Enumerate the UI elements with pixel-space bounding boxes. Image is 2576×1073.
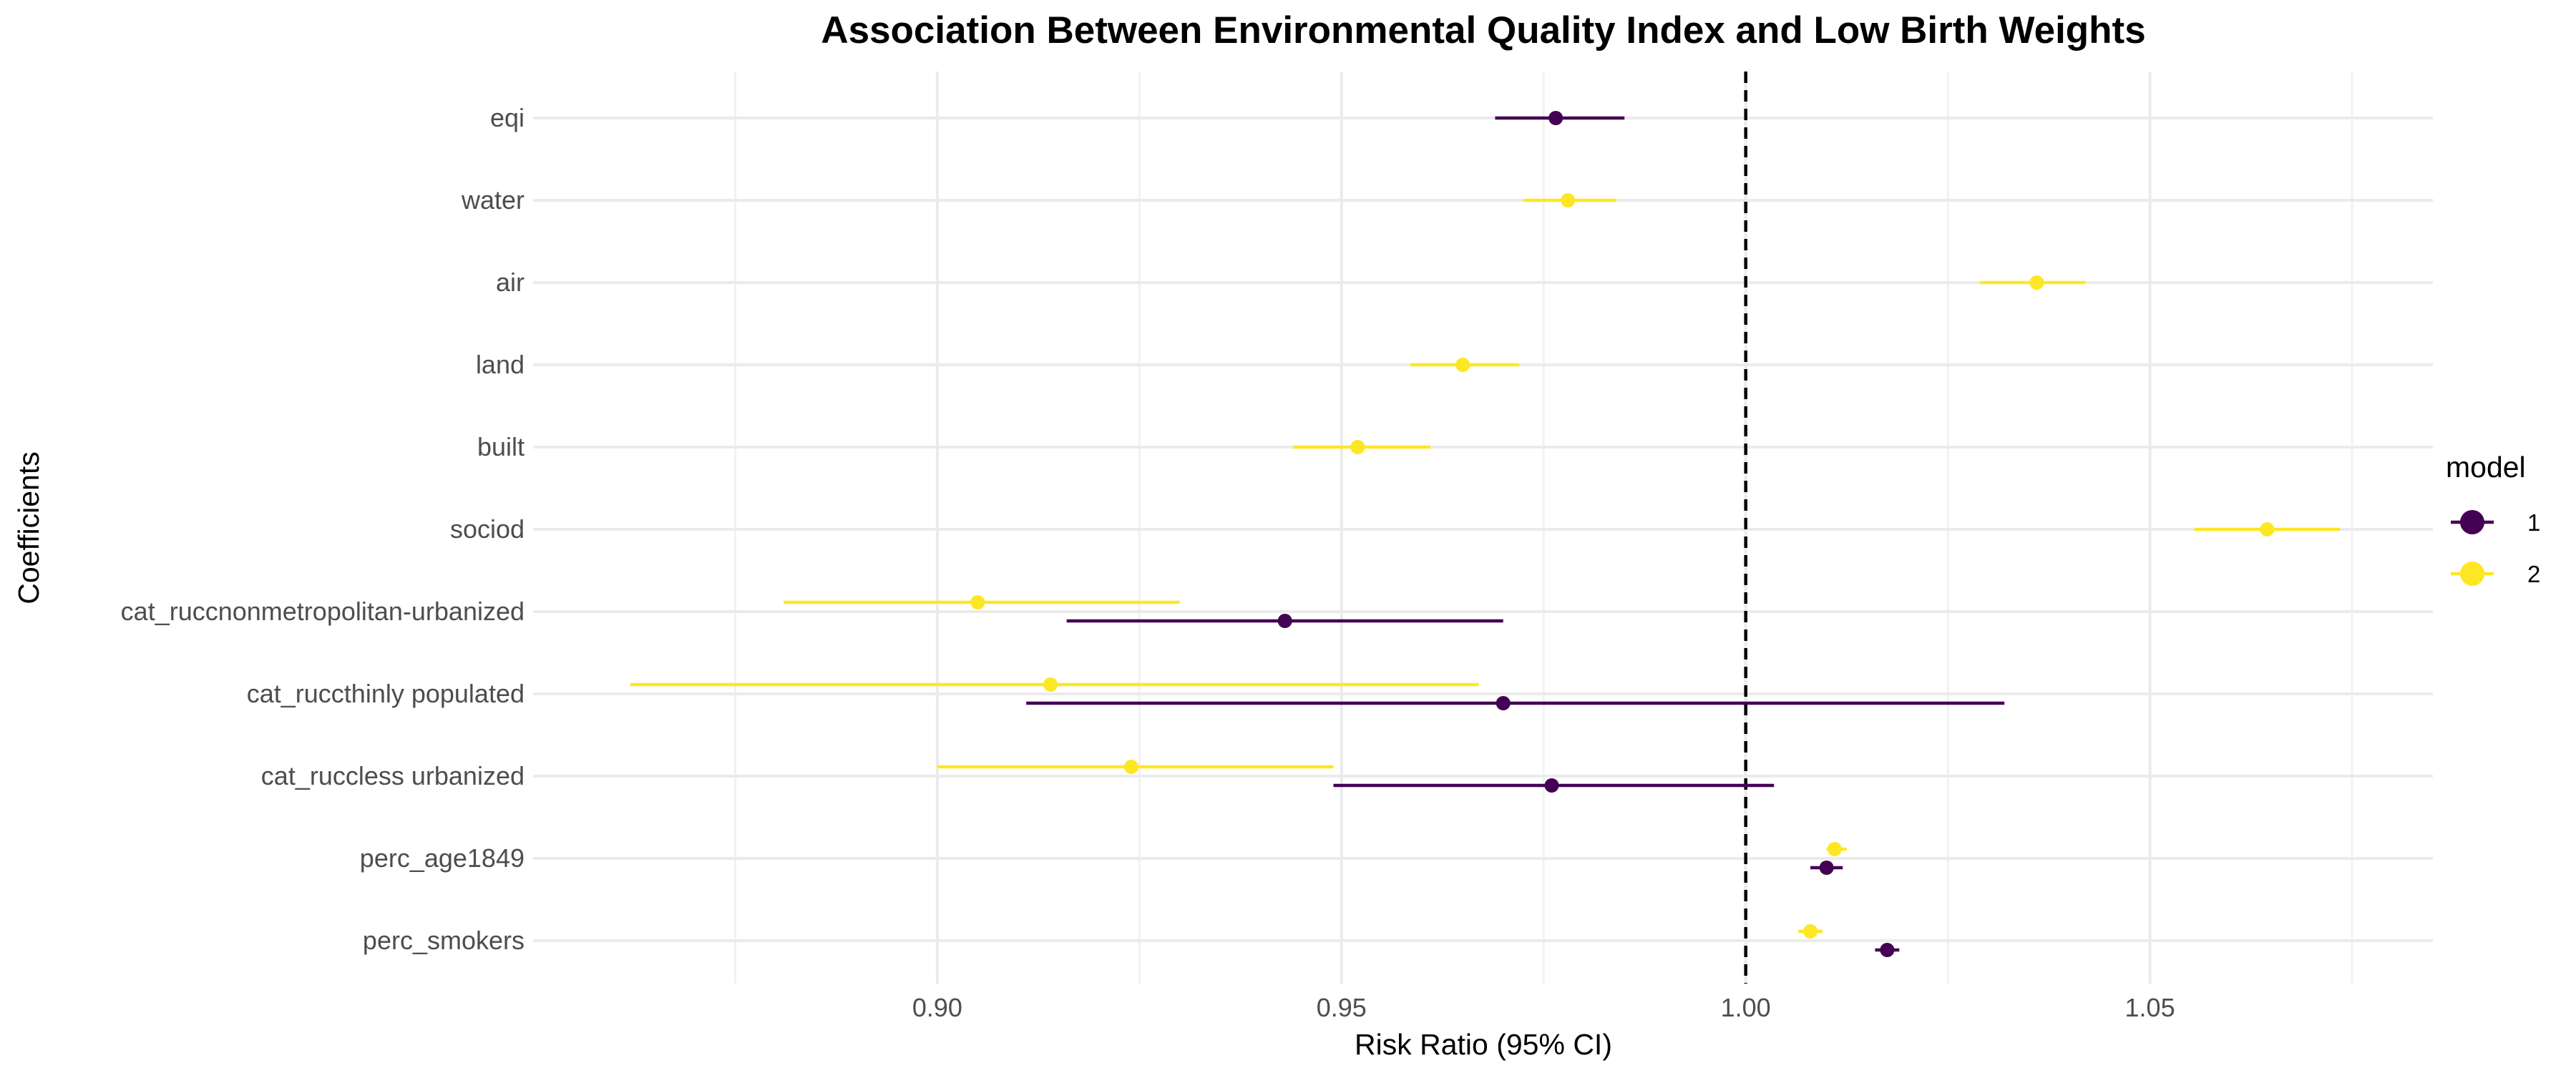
estimate-point	[1880, 943, 1895, 957]
legend-items: 12	[2451, 509, 2540, 587]
y-tick-label: perc_smokers	[363, 926, 525, 955]
legend: model 12	[2446, 451, 2540, 587]
estimate-point	[1548, 111, 1563, 125]
data-points	[630, 111, 2341, 957]
y-tick-label: sociod	[450, 514, 525, 544]
estimate-point	[1455, 358, 1470, 372]
chart-title: Association Between Environmental Qualit…	[821, 9, 2145, 52]
x-axis-title: Risk Ratio (95% CI)	[1355, 1028, 1612, 1061]
gridlines	[533, 72, 2433, 984]
x-tick-label: 1.05	[2125, 993, 2175, 1022]
y-tick-label: built	[477, 432, 525, 461]
y-axis-title: Coefficients	[12, 451, 45, 604]
estimate-point	[1803, 924, 1818, 939]
y-tick-label: cat_ruccless urbanized	[261, 761, 525, 790]
estimate-point	[2260, 522, 2275, 536]
estimate-point	[1496, 696, 1511, 710]
estimate-point	[1124, 760, 1139, 774]
y-tick-label: perc_age1849	[360, 843, 525, 873]
legend-label: 2	[2527, 561, 2540, 587]
y-tick-label: air	[496, 268, 525, 297]
legend-label: 1	[2527, 509, 2540, 536]
x-tick-labels: 0.90 0.95 1.00 1.05	[912, 993, 2175, 1022]
estimate-point	[1043, 677, 1058, 692]
y-tick-label: land	[476, 350, 525, 379]
y-tick-label: cat_ruccthinly populated	[247, 679, 525, 708]
estimate-point	[2029, 275, 2044, 290]
legend-key-point	[2460, 562, 2484, 586]
y-tick-label: water	[461, 185, 525, 215]
estimate-point	[1350, 440, 1365, 454]
estimate-point	[970, 595, 985, 609]
y-tick-labels: eqi water air land built sociod cat_ruccnonmet…	[121, 103, 525, 955]
legend-title: model	[2446, 451, 2526, 484]
x-tick-label: 1.00	[1721, 993, 1771, 1022]
estimate-point	[1277, 614, 1292, 628]
y-tick-label: eqi	[490, 103, 525, 132]
estimate-point	[1561, 193, 1576, 207]
estimate-point	[1819, 861, 1834, 875]
x-tick-label: 0.90	[912, 993, 962, 1022]
legend-key-point	[2460, 510, 2484, 534]
x-tick-label: 0.95	[1317, 993, 1367, 1022]
estimate-point	[1544, 778, 1559, 793]
y-tick-label: cat_ruccnonmetropolitan-urbanized	[121, 597, 525, 626]
estimate-point	[1827, 842, 1842, 856]
